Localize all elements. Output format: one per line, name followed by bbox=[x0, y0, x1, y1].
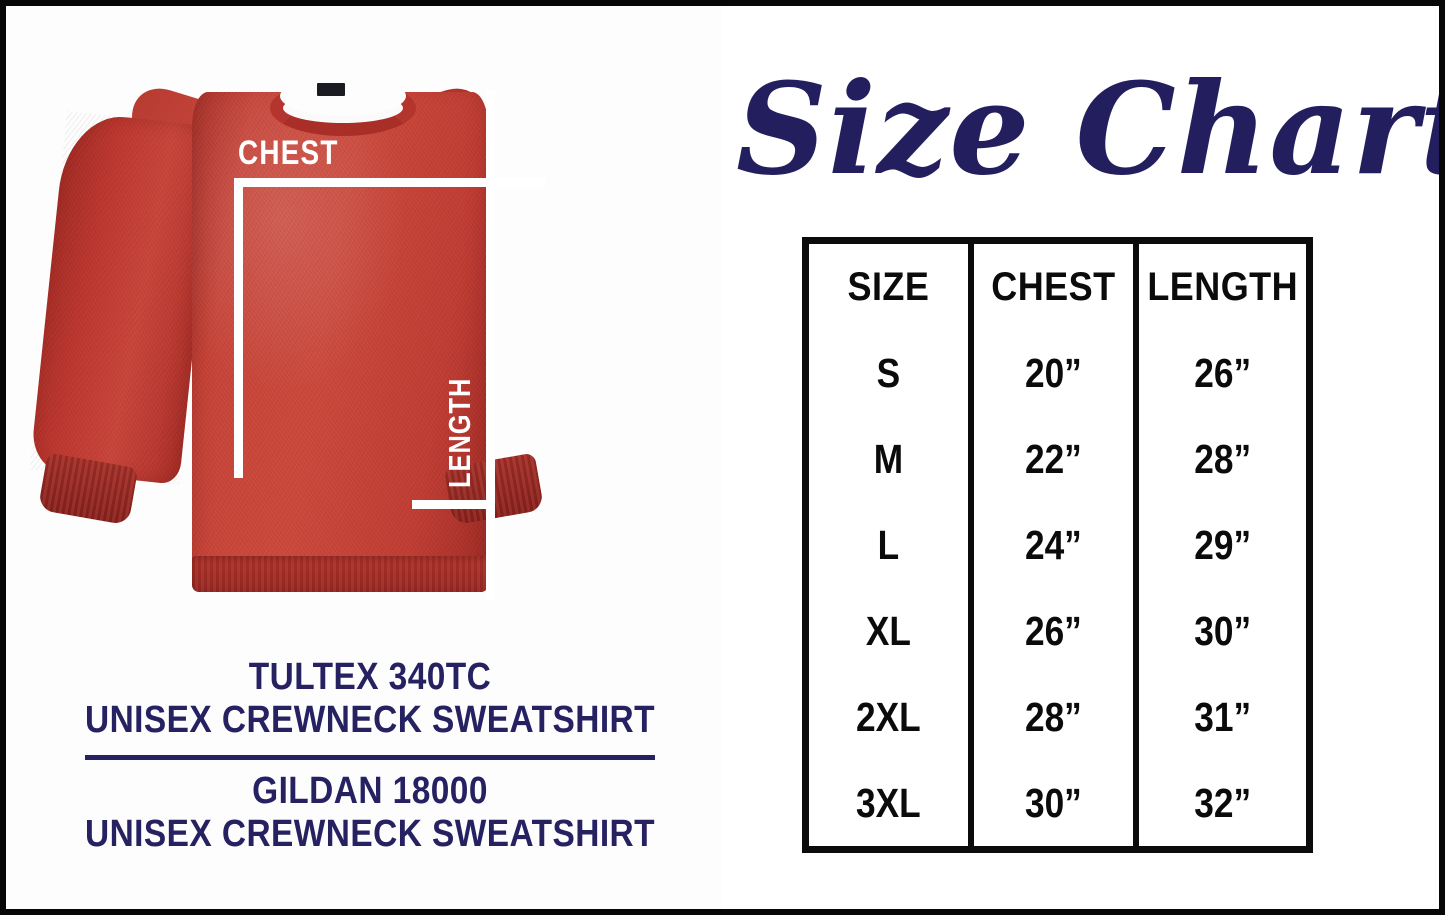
table-cell-size: 2XL bbox=[856, 693, 921, 740]
table-cell-chest: 24” bbox=[1024, 521, 1082, 568]
table-cell-chest: 28” bbox=[1024, 693, 1082, 740]
table-cell-length: 31” bbox=[1193, 693, 1251, 740]
length-measure-tick-bottom bbox=[412, 500, 492, 509]
sleeve-left bbox=[29, 111, 217, 485]
column-header-size: SIZE bbox=[847, 264, 930, 309]
table-cell-size: XL bbox=[865, 607, 911, 654]
table-cell-chest: 30” bbox=[1024, 779, 1082, 826]
brand-divider bbox=[85, 755, 655, 761]
column-header-chest: CHEST bbox=[991, 264, 1116, 309]
size-chart-table: SIZE S M L XL 2XL 3XL CHEST 20” 22” 24” … bbox=[802, 237, 1313, 853]
brand-captions: TULTEX 340TC UNISEX CREWNECK SWEATSHIRT … bbox=[12, 656, 728, 855]
primary-brand-description: UNISEX CREWNECK SWEATSHIRT bbox=[84, 698, 656, 741]
column-chest: CHEST 20” 22” 24” 26” 28” 30” bbox=[967, 244, 1133, 846]
collar-opening bbox=[280, 76, 406, 116]
table-cell-size: M bbox=[873, 435, 904, 482]
table-cell-size: S bbox=[876, 349, 901, 396]
neck-label-tag bbox=[317, 83, 345, 96]
column-size: SIZE S M L XL 2XL 3XL bbox=[809, 244, 968, 846]
primary-brand-model: TULTEX 340TC bbox=[248, 656, 492, 698]
table-cell-size: L bbox=[877, 521, 900, 568]
ribbed-hem bbox=[192, 556, 488, 592]
chest-measure-label: CHEST bbox=[238, 134, 339, 172]
length-measure-tick-top bbox=[424, 178, 544, 187]
chest-measure-line bbox=[234, 178, 546, 187]
table-cell-length: 32” bbox=[1193, 779, 1251, 826]
table-cell-chest: 26” bbox=[1024, 607, 1082, 654]
table-cell-length: 28” bbox=[1193, 435, 1251, 482]
table-cell-size: 3XL bbox=[856, 779, 921, 826]
column-length: LENGTH 26” 28” 29” 30” 31” 32” bbox=[1132, 244, 1306, 846]
table-cell-chest: 22” bbox=[1024, 435, 1082, 482]
garment-panel: CHEST LENGTH TULTEX 340TC UNISEX CREWNEC… bbox=[6, 6, 722, 909]
page-title: Size Chart bbox=[736, 55, 1445, 203]
length-measure-line bbox=[486, 90, 495, 600]
table-cell-chest: 20” bbox=[1024, 349, 1082, 396]
column-header-length: LENGTH bbox=[1146, 264, 1298, 309]
length-measure-label: LENGTH bbox=[442, 377, 477, 488]
sweatshirt-illustration: CHEST LENGTH bbox=[24, 56, 664, 656]
table-cell-length: 30” bbox=[1193, 607, 1251, 654]
chest-measure-tick bbox=[234, 178, 243, 478]
secondary-brand-model: GILDAN 18000 bbox=[252, 770, 488, 813]
table-cell-length: 26” bbox=[1193, 349, 1251, 396]
table-cell-length: 29” bbox=[1193, 521, 1251, 568]
secondary-brand-description: UNISEX CREWNECK SWEATSHIRT bbox=[84, 812, 656, 855]
fabric-texture bbox=[29, 111, 217, 485]
